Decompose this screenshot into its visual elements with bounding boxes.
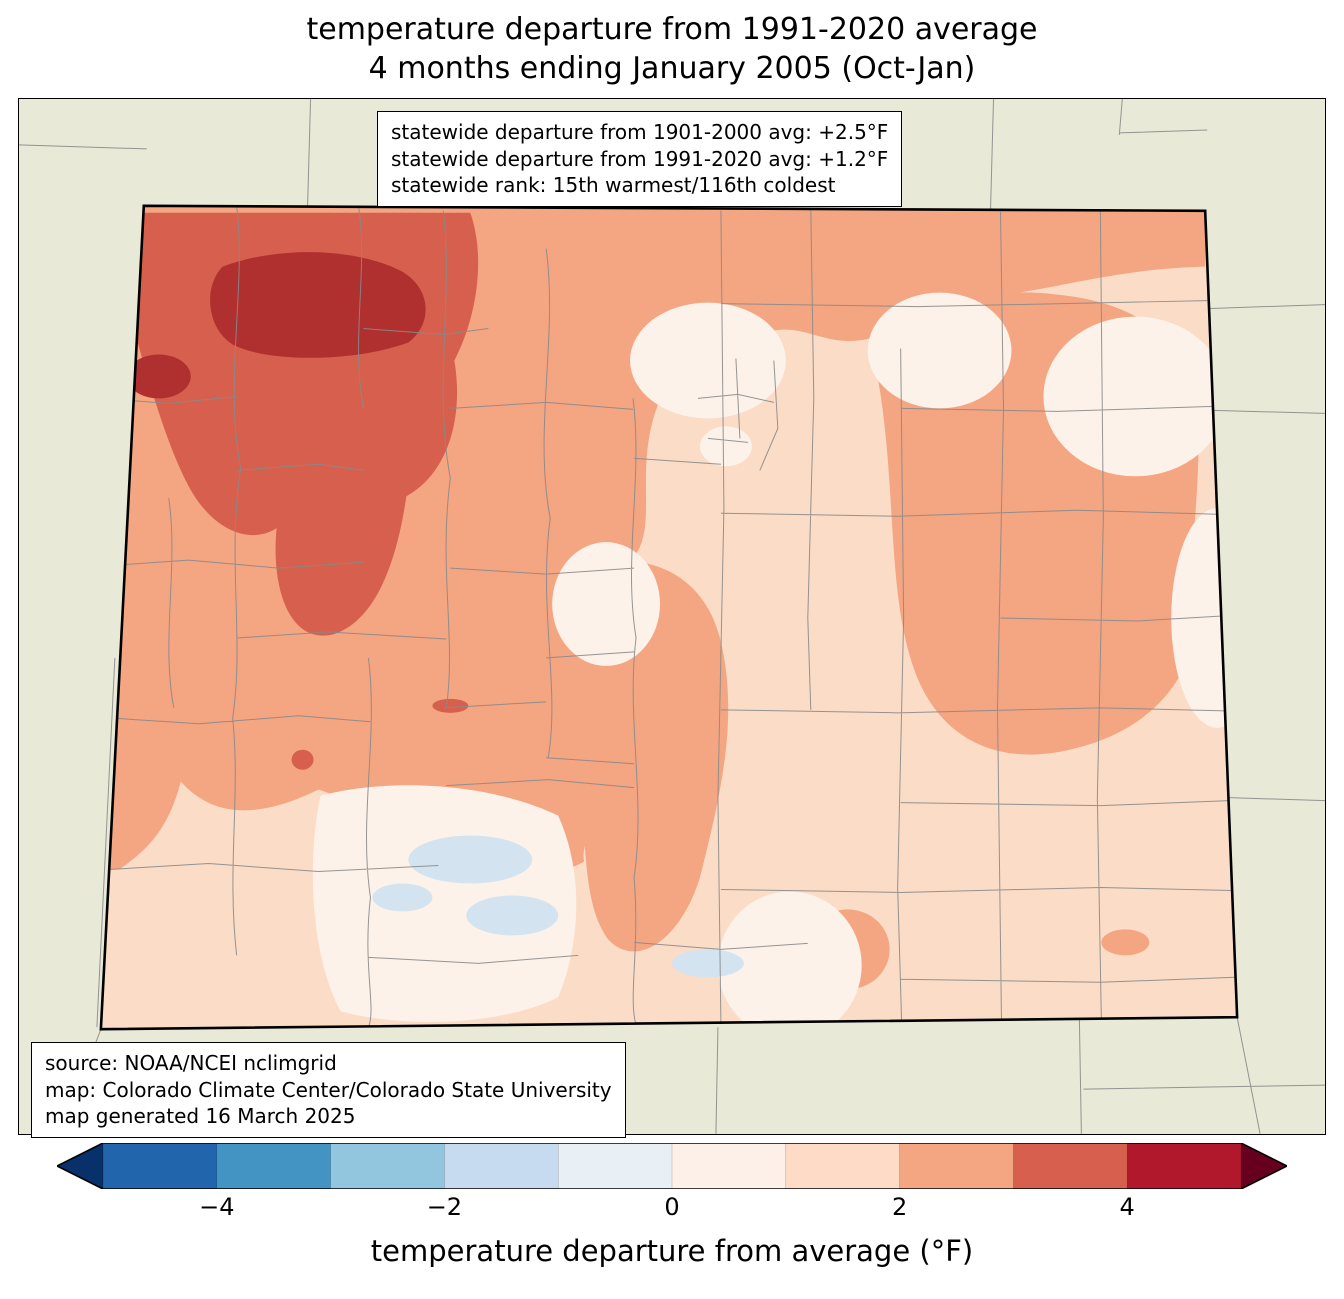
colorbar-tick-labels: −4 −2 0 2 4 xyxy=(57,1193,1287,1229)
hottest-core-northwest xyxy=(210,252,426,358)
state-border xyxy=(99,204,1239,1031)
cool-patch-4 xyxy=(672,949,744,978)
title-line-2: 4 months ending January 2005 (Oct-Jan) xyxy=(368,51,976,86)
source-line-3: map generated 16 March 2025 xyxy=(45,1104,356,1129)
hot-dot-center-1 xyxy=(432,698,469,713)
pale-patch-east-edge xyxy=(1171,508,1238,728)
stats-line-1: statewide departure from 1901-2000 avg: … xyxy=(391,120,889,144)
cool-patch-3 xyxy=(372,883,433,912)
colorbar-segment xyxy=(102,1142,218,1190)
colorbar-tick-label: −2 xyxy=(426,1193,463,1221)
colorbar-tick-label: 2 xyxy=(891,1193,908,1221)
colorbar-segment xyxy=(899,1142,1015,1190)
state-interior xyxy=(100,205,1238,1030)
cool-patch-1 xyxy=(408,835,533,884)
source-line-1: source: NOAA/NCEI nclimgrid xyxy=(45,1051,337,1075)
pale-patch-east xyxy=(867,292,1012,409)
pale-patch-center xyxy=(552,542,661,666)
colorbar-tick-label: 0 xyxy=(664,1193,680,1221)
colorbar-segment xyxy=(56,1142,104,1190)
colorbar-segment xyxy=(330,1142,446,1190)
figure-title: temperature departure from 1991-2020 ave… xyxy=(0,0,1344,98)
county-lines xyxy=(102,205,1236,1028)
colorbar-segment xyxy=(216,1142,332,1190)
pale-patch-northeast xyxy=(1043,316,1228,477)
title-line-1: temperature departure from 1991-2020 ave… xyxy=(306,11,1038,47)
stats-line-3: statewide rank: 15th warmest/116th colde… xyxy=(391,173,836,198)
colorbar-tick-label: −4 xyxy=(199,1193,235,1221)
map-area: statewide departure from 1901-2000 avg: … xyxy=(18,98,1326,1138)
stats-line-2: statewide departure from 1991-2020 avg: … xyxy=(391,146,889,171)
pale-patch-bottom-center xyxy=(717,891,862,1030)
colorbar xyxy=(55,1142,1289,1190)
statewide-stats-box: statewide departure from 1901-2000 avg: … xyxy=(377,111,903,207)
colorbar-segment xyxy=(785,1142,901,1190)
colorbar-segment xyxy=(557,1142,673,1190)
colorbar-segment xyxy=(671,1142,787,1190)
colorbar-segment xyxy=(1013,1142,1128,1190)
cool-patch-2 xyxy=(466,895,559,936)
pale-patch-central-north xyxy=(630,302,786,419)
colorbar-tick-label: 4 xyxy=(1119,1193,1135,1221)
colorbar-axis-label: temperature departure from average (°F) xyxy=(370,1234,974,1268)
hot-dot-center-2 xyxy=(291,749,314,770)
source-line-2: map: Colorado Climate Center/Colorado St… xyxy=(45,1077,612,1102)
pale-patch-central-small xyxy=(699,426,752,467)
colorbar-gradient xyxy=(55,1142,1289,1190)
colorado-map xyxy=(19,99,1325,1134)
source-attribution-box: source: NOAA/NCEI nclimgrid map: Colorad… xyxy=(31,1042,626,1138)
colorbar-segment xyxy=(1126,1142,1242,1190)
hottest-spot-west-edge xyxy=(126,354,191,399)
colorbar-segment xyxy=(1240,1142,1288,1190)
warm-spot-southeast xyxy=(1101,929,1150,956)
colorbar-segment xyxy=(444,1142,559,1190)
